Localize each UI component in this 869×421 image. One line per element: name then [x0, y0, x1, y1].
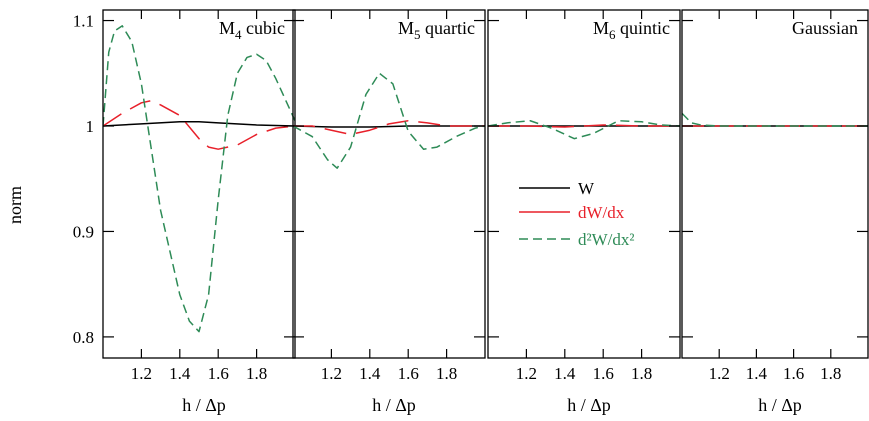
- series-line-3: [488, 119, 680, 140]
- x-tick-label: 1.6: [783, 364, 804, 383]
- chart-legend: WdW/dx d²W/dx²: [519, 179, 634, 249]
- y-tick-label: 1.1: [73, 12, 94, 31]
- x-tick-label: 1.6: [593, 364, 614, 383]
- x-tick-label: 1.8: [820, 364, 841, 383]
- panel-frame: [102, 9, 296, 359]
- panel-1: 0.8 0.9 1 1.1 1.2 1.4 1.6 1.8 h / Δp M4 cubic: [73, 9, 296, 415]
- y-tick-label: 0.9: [73, 222, 94, 241]
- x-tick-label: 1.2: [321, 364, 342, 383]
- panel-title: M5 quartic: [398, 18, 475, 42]
- x-tick-label: 1.4: [169, 364, 191, 383]
- series-line-2: [103, 99, 295, 150]
- y-tick-label: 1: [86, 117, 95, 136]
- panel-title: Gaussian: [792, 18, 858, 38]
- x-tick-label: 1.4: [359, 364, 381, 383]
- legend-label-1: W: [578, 179, 595, 198]
- x-tick-label: 1.2: [516, 364, 537, 383]
- x-tick-label: 1.8: [631, 364, 652, 383]
- panel-series: [103, 25, 295, 333]
- y-axis-label: norm: [5, 186, 25, 224]
- x-axis-label: h / Δp: [758, 395, 802, 415]
- x-tick-label: 1.4: [746, 364, 768, 383]
- panel-4: 1.2 1.4 1.6 1.8 h / Δp Gaussian: [681, 9, 869, 415]
- panel-series: [682, 112, 868, 127]
- panel-2: 1.2 1.4 1.6 1.8 h / Δp M5 quartic: [292, 9, 486, 415]
- series-line-1: [103, 121, 295, 127]
- series-line-2: [293, 119, 485, 136]
- x-axis-label: h / Δp: [372, 395, 416, 415]
- x-tick-label: 1.2: [131, 364, 152, 383]
- panel-frame: [487, 9, 681, 359]
- x-tick-label: 1.8: [436, 364, 457, 383]
- y-tick-label: 0.8: [73, 328, 94, 347]
- panel-frame: [292, 9, 486, 359]
- x-tick-label: 1.8: [246, 364, 267, 383]
- x-tick-label: 1.6: [398, 364, 419, 383]
- x-axis-label: h / Δp: [567, 395, 611, 415]
- legend-label-3: d²W/dx²: [578, 230, 634, 249]
- panel-series: [293, 72, 485, 169]
- x-tick-label: 1.4: [554, 364, 576, 383]
- panel-3: 1.2 1.4 1.6 1.8 h / Δp M6 quintic: [487, 9, 681, 415]
- x-tick-label: 1.6: [208, 364, 229, 383]
- panel-frame: [681, 9, 869, 359]
- series-line-2: [488, 124, 680, 128]
- panel-title: M6 quintic: [593, 18, 670, 42]
- panel-title: M4 cubic: [219, 18, 285, 42]
- legend-label-2: dW/dx: [578, 203, 625, 222]
- series-line-3: [103, 25, 295, 333]
- series-line-3: [682, 112, 868, 127]
- x-tick-label: 1.2: [709, 364, 730, 383]
- panel-series: [488, 119, 680, 140]
- x-axis-label: h / Δp: [182, 395, 226, 415]
- series-line-3: [293, 72, 485, 169]
